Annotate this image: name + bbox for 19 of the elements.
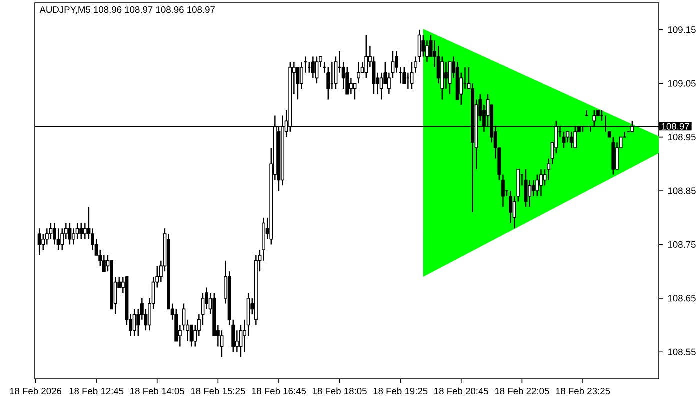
- y-tick-label: 108.55: [668, 348, 696, 356]
- x-tick-label: 18 Feb 12:45: [70, 388, 124, 395]
- x-tick-label: 18 Feb 20:45: [434, 388, 488, 395]
- y-tick-label: 109.15: [668, 26, 696, 34]
- x-tick-label: 18 Feb 14:05: [130, 388, 184, 395]
- x-tick-label: 18 Feb 19:25: [374, 388, 428, 395]
- chart-title: AUDJPY,M5 108.96 108.97 108.96 108.97: [40, 6, 215, 14]
- x-tick-label: 18 Feb 23:25: [556, 388, 610, 395]
- y-tick-label: 109.05: [668, 80, 696, 87]
- y-tick-label: 108.85: [668, 188, 696, 194]
- x-tick-label: 18 Feb 15:25: [191, 388, 246, 395]
- y-tick-label: 108.75: [668, 241, 696, 248]
- x-tick-label: 18 Feb 16:45: [252, 388, 306, 395]
- x-tick-label: 18 Feb 18:05: [312, 388, 367, 395]
- x-tick-label: 18 Feb 2026: [10, 388, 62, 395]
- ref-line-label: 108.97: [662, 123, 690, 130]
- y-tick-label: 108.95: [668, 134, 696, 141]
- x-tick-label: 18 Feb 22:05: [495, 388, 550, 395]
- y-tick-label: 108.65: [668, 295, 696, 302]
